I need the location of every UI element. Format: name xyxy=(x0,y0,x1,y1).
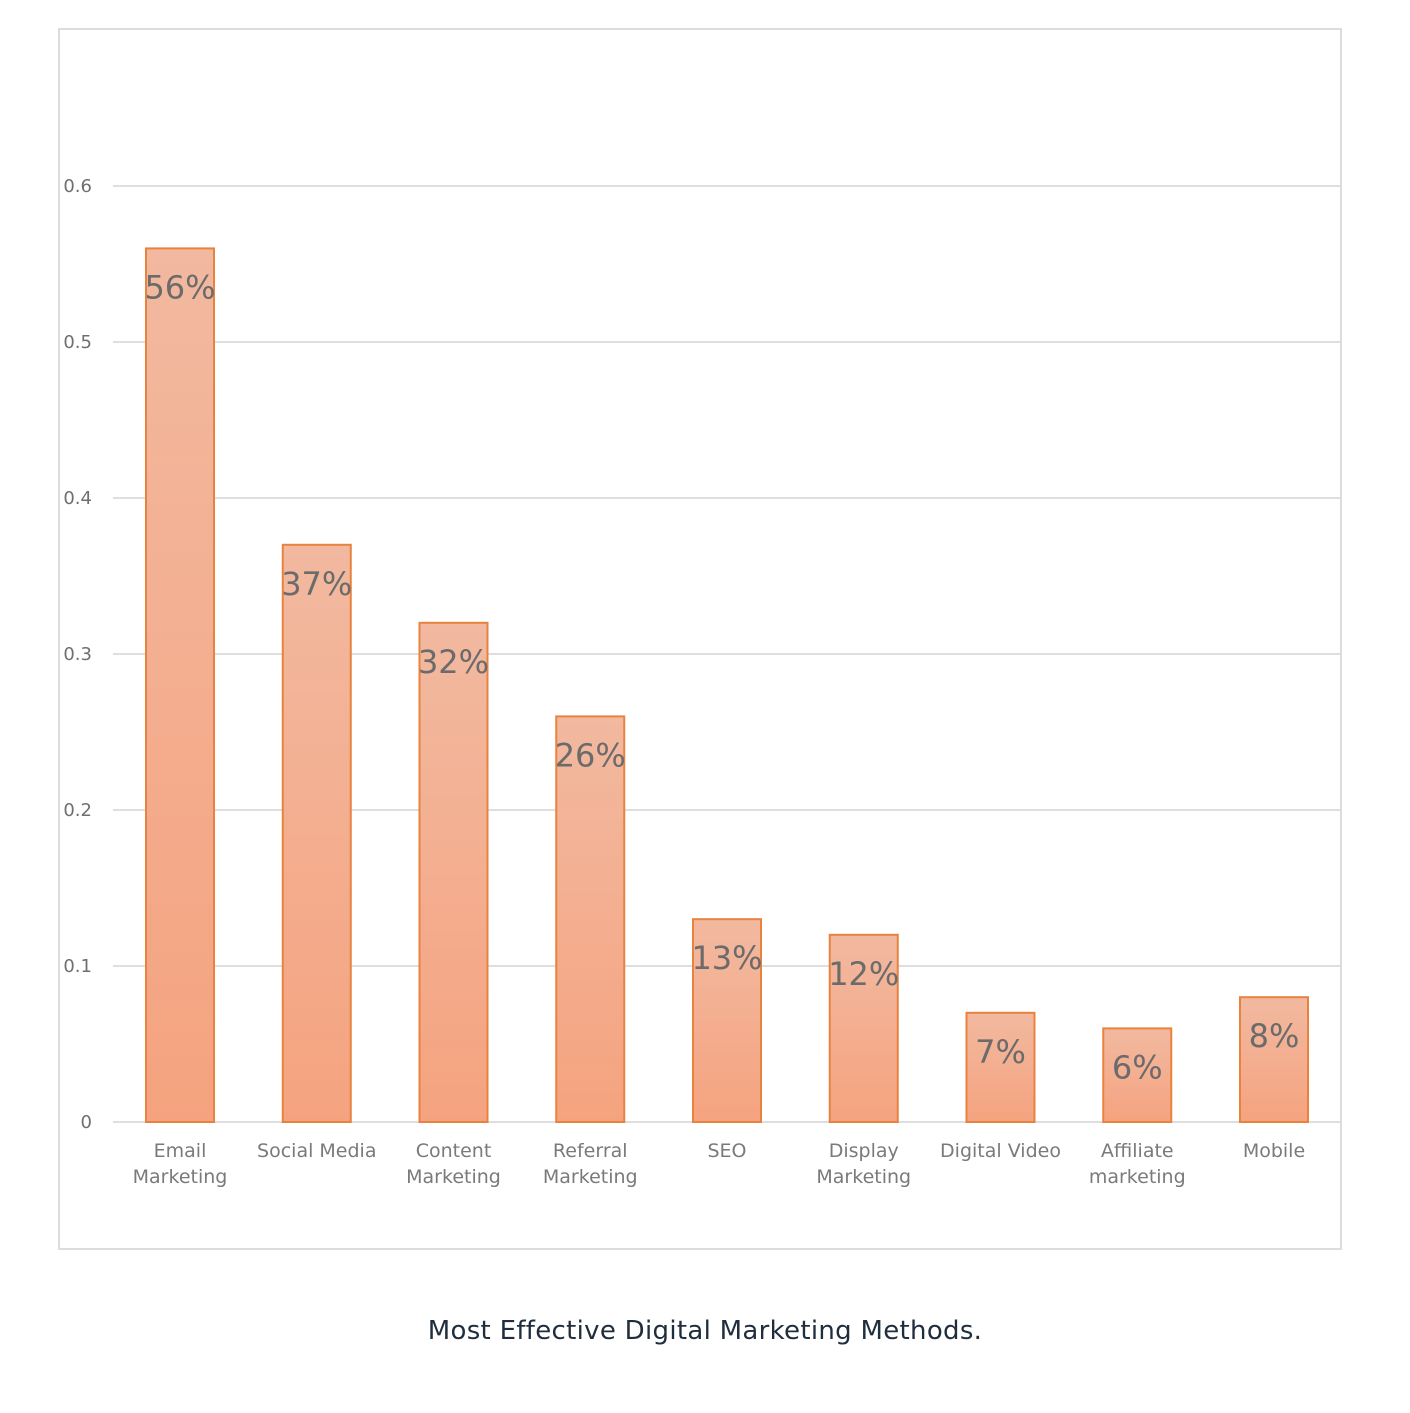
x-tick-label: Social Media xyxy=(257,1140,376,1162)
y-axis-ticks: 0 0.1 0.2 0.3 0.4 0.5 0.6 xyxy=(63,176,92,1133)
data-label: 37% xyxy=(281,565,352,603)
data-label: 13% xyxy=(691,939,762,977)
x-tick-label: Content Marketing xyxy=(406,1140,501,1188)
y-tick-label: 0.3 xyxy=(63,644,92,665)
x-tick-label: Digital Video xyxy=(940,1140,1061,1162)
bar xyxy=(828,933,899,1123)
x-tick-label-line: Social Media xyxy=(257,1140,376,1162)
x-tick-label-line: Marketing xyxy=(543,1166,638,1188)
data-labels: 56% 37% 32% 26% 13% 12% 7% 6% 8% xyxy=(144,268,1299,1086)
x-tick-label-line: Display xyxy=(829,1140,899,1162)
x-tick-label: SEO xyxy=(707,1140,746,1162)
x-tick-label-line: Affiliate xyxy=(1101,1140,1174,1162)
data-label: 12% xyxy=(828,955,899,993)
x-tick-label-line: Mobile xyxy=(1243,1140,1305,1162)
bar xyxy=(965,1011,1036,1123)
x-tick-label-line: Referral xyxy=(553,1140,628,1162)
y-tick-label: 0.5 xyxy=(63,332,92,353)
x-tick-label: Mobile xyxy=(1243,1140,1305,1162)
x-tick-label-line: Marketing xyxy=(816,1166,911,1188)
bar xyxy=(418,621,489,1123)
bar xyxy=(692,918,762,1124)
x-tick-label-line: marketing xyxy=(1089,1166,1186,1188)
x-axis-labels: Email Marketing Social Media Content Marketi… xyxy=(133,1140,1306,1188)
x-tick-label-line: Email xyxy=(154,1140,207,1162)
bar xyxy=(145,247,215,1123)
y-tick-label: 0 xyxy=(81,1112,92,1133)
x-tick-label-line: Marketing xyxy=(133,1166,228,1188)
y-tick-label: 0.2 xyxy=(63,800,92,821)
x-tick-label: Display Marketing xyxy=(816,1140,911,1188)
data-label: 6% xyxy=(1112,1048,1163,1086)
bar xyxy=(555,715,626,1124)
data-label: 26% xyxy=(555,736,626,774)
x-tick-label: Referral Marketing xyxy=(543,1140,638,1188)
data-label: 56% xyxy=(144,268,215,306)
x-tick-label: Affiliate marketing xyxy=(1089,1140,1186,1188)
x-tick-label-line: Marketing xyxy=(406,1166,501,1188)
data-label: 7% xyxy=(975,1033,1026,1071)
bar xyxy=(1239,996,1309,1124)
data-label: 32% xyxy=(418,643,489,681)
y-tick-label: 0.1 xyxy=(63,956,92,977)
bar xyxy=(281,543,352,1123)
bar xyxy=(1102,1027,1173,1124)
y-tick-label: 0.4 xyxy=(63,488,92,509)
x-tick-label-line: Digital Video xyxy=(940,1140,1061,1162)
x-tick-label-line: SEO xyxy=(707,1140,746,1162)
x-tick-label-line: Content xyxy=(416,1140,492,1162)
chart-caption: Most Effective Digital Marketing Methods… xyxy=(427,1316,983,1346)
bars xyxy=(145,247,1309,1124)
y-tick-label: 0.6 xyxy=(63,176,92,197)
data-label: 8% xyxy=(1249,1017,1300,1055)
x-tick-label: Email Marketing xyxy=(133,1140,228,1188)
